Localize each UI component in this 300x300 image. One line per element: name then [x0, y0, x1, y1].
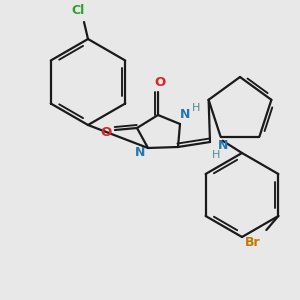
Text: N: N: [180, 109, 190, 122]
Text: H: H: [212, 150, 220, 160]
Text: O: O: [154, 76, 166, 88]
Text: Br: Br: [244, 236, 260, 248]
Text: Cl: Cl: [71, 4, 85, 17]
Text: N: N: [218, 139, 228, 152]
Text: O: O: [100, 125, 112, 139]
Text: H: H: [192, 103, 200, 113]
Text: N: N: [135, 146, 145, 160]
